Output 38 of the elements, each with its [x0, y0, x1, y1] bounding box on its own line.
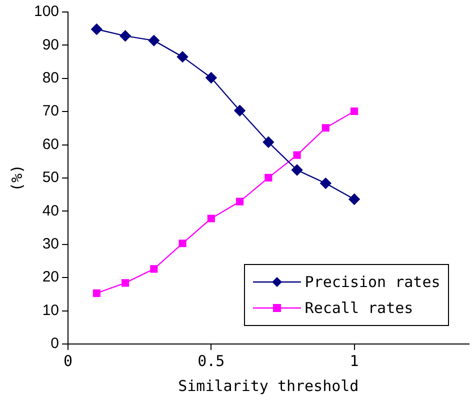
point [207, 214, 215, 222]
point [264, 174, 272, 182]
y-tick-label: 20 [42, 268, 60, 286]
y-tick-label: 70 [42, 102, 60, 120]
point [350, 107, 358, 116]
point [320, 178, 332, 189]
point [206, 72, 217, 84]
y-tick-label: 0 [50, 335, 60, 352]
point [150, 265, 158, 273]
point [120, 30, 131, 42]
x-tick-label: 0.5 [198, 352, 225, 370]
point [262, 136, 274, 148]
point [92, 289, 100, 297]
x-tick-label: 0 [64, 352, 73, 370]
y-tick-label: 80 [42, 70, 60, 87]
y-tick-label: 50 [42, 169, 60, 186]
point [176, 51, 188, 62]
y-tick-label: 40 [42, 202, 60, 220]
point [91, 24, 102, 35]
x-axis-title: Similarity threshold [178, 376, 359, 395]
legend-label: Precision rates [304, 273, 440, 291]
point [122, 279, 130, 287]
y-tick-label: 30 [42, 236, 60, 253]
y-tick-label: 60 [42, 136, 60, 153]
point [236, 198, 244, 206]
point [348, 194, 360, 205]
y-axis-title: (%) [8, 164, 26, 192]
x-tick-label: 1 [350, 352, 359, 370]
point [293, 151, 301, 159]
y-tick-label: 10 [42, 302, 60, 319]
point [291, 164, 303, 176]
point [322, 124, 330, 132]
point [178, 240, 186, 248]
y-tick-label: 90 [42, 36, 60, 54]
point [234, 105, 246, 116]
y-tick-label: 100 [34, 3, 60, 20]
legend-label: Recall rates [304, 299, 414, 317]
point [148, 34, 160, 46]
